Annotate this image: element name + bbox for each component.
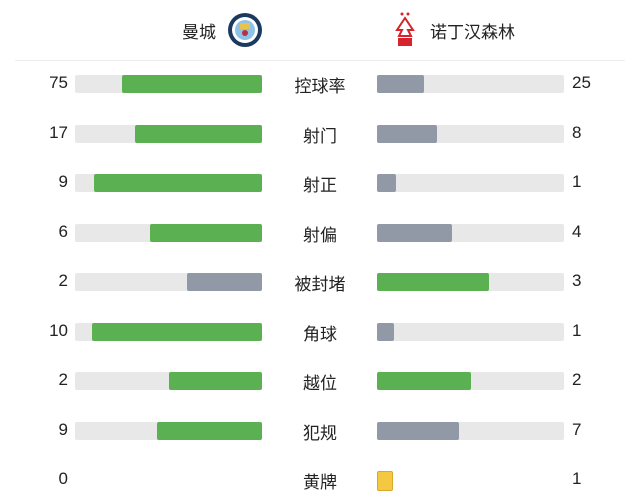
stat-label: 被封堵 — [294, 275, 346, 295]
nottingham-forest-crest-icon — [395, 12, 415, 46]
home-bar-fill — [93, 174, 262, 192]
home-value: 9 — [58, 419, 68, 439]
away-bar-fill — [377, 174, 396, 192]
stat-label: 黄牌 — [303, 473, 337, 493]
stat-label: 控球率 — [294, 77, 346, 97]
away-value: 25 — [572, 73, 591, 92]
home-value: 75 — [49, 73, 68, 92]
home-bar-fill — [187, 273, 262, 291]
away-bar-track — [377, 75, 564, 93]
home-bar-fill — [92, 322, 262, 341]
away-bar-track — [377, 273, 564, 291]
stat-row: 0 黄牌 1 — [0, 469, 640, 493]
stat-label: 越位 — [303, 374, 337, 394]
yellow-card-icon — [377, 471, 393, 491]
away-bar-fill — [377, 124, 437, 143]
away-bar-fill — [377, 223, 452, 242]
home-bar-track — [75, 174, 262, 192]
home-value: 2 — [58, 271, 68, 290]
away-bar-fill — [377, 372, 471, 390]
home-value: 0 — [58, 469, 68, 488]
stat-row: 2 越位 2 — [0, 370, 640, 394]
home-value: 9 — [58, 172, 68, 191]
home-bar-track — [75, 372, 262, 390]
home-bar-fill — [156, 421, 262, 440]
away-value: 8 — [572, 122, 582, 142]
home-value: 2 — [58, 370, 68, 389]
stat-row: 6 射偏 4 — [0, 221, 640, 246]
away-bar-track — [377, 174, 564, 192]
home-bar-track — [75, 124, 262, 143]
home-bar-track — [75, 421, 262, 440]
away-value: 7 — [572, 419, 582, 439]
away-bar-track — [377, 372, 564, 390]
stat-row: 9 犯规 7 — [0, 419, 640, 444]
stat-row: 2 被封堵 3 — [0, 271, 640, 295]
stat-row: 17 射门 8 — [0, 122, 640, 147]
stat-label: 犯规 — [303, 423, 337, 444]
away-bar-track — [377, 124, 564, 143]
home-value: 6 — [58, 221, 68, 241]
stat-row: 9 射正 1 — [0, 172, 640, 196]
home-value: 10 — [49, 320, 68, 340]
away-bar-fill — [377, 273, 490, 291]
header-divider — [15, 60, 625, 61]
away-value: 1 — [572, 172, 582, 191]
away-value: 1 — [572, 320, 582, 340]
home-value: 17 — [49, 122, 68, 142]
away-team-name: 诺丁汉森林 — [430, 23, 515, 43]
manchester-city-crest-icon — [228, 13, 262, 47]
away-value: 3 — [572, 271, 582, 290]
away-bar-fill — [377, 322, 394, 341]
away-value: 2 — [572, 370, 582, 389]
match-header: 曼城 诺丁汉森林 — [0, 0, 640, 60]
home-team-name: 曼城 — [182, 23, 216, 43]
stat-row: 10 角球 1 — [0, 320, 640, 345]
home-bar-fill — [149, 223, 262, 242]
away-bar-track — [377, 421, 564, 440]
home-bar-track — [75, 322, 262, 341]
away-bar-fill — [377, 421, 459, 440]
home-bar-fill — [134, 124, 262, 143]
stat-label: 射门 — [303, 126, 337, 147]
away-bar-fill — [377, 75, 424, 93]
away-value: 1 — [572, 469, 582, 488]
stat-label: 射正 — [303, 176, 337, 196]
away-bar-track — [377, 322, 564, 341]
home-bar-track — [75, 273, 262, 291]
home-bar-track — [75, 223, 262, 242]
stat-row: 75 控球率 25 — [0, 73, 640, 97]
away-value: 4 — [572, 221, 582, 241]
home-bar-fill — [168, 372, 262, 390]
stat-label: 角球 — [303, 324, 337, 345]
stat-label: 射偏 — [303, 225, 337, 246]
away-bar-track — [377, 223, 564, 242]
home-bar-fill — [121, 75, 262, 93]
home-bar-track — [75, 75, 262, 93]
